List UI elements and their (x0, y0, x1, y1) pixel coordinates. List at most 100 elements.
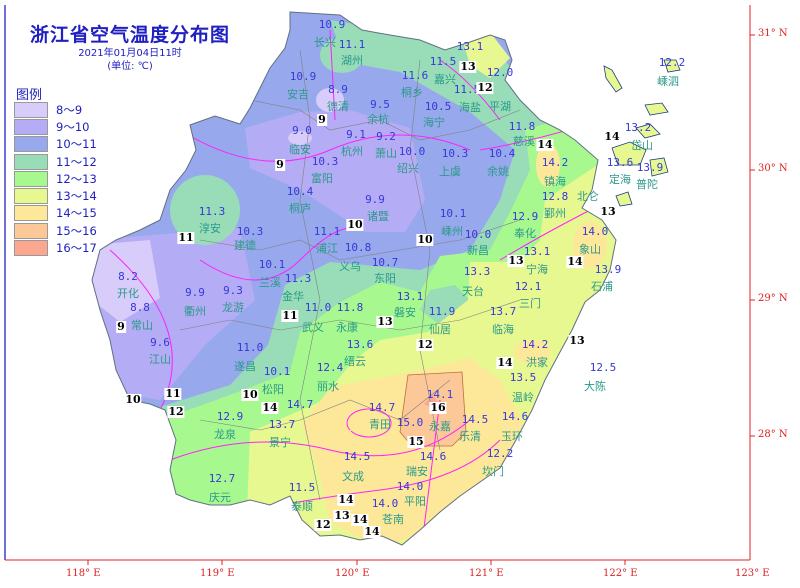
station-name: 嵊州 (441, 225, 463, 238)
band-8-9-deqing (316, 88, 344, 112)
station-value: 9.0 (292, 124, 312, 137)
legend-swatch (14, 136, 48, 153)
station-value: 13.6 (346, 338, 374, 351)
station-name: 余姚 (487, 165, 509, 178)
county-borders (179, 49, 521, 501)
station-value: 14.0 (581, 225, 609, 238)
station-name: 浦江 (316, 242, 338, 255)
station-value: 11.8 (508, 120, 536, 133)
station-name: 衢州 (184, 305, 206, 318)
station-name: 临海 (492, 323, 514, 336)
station-name: 义乌 (339, 260, 361, 273)
station-value: 12.9 (216, 410, 244, 423)
station-value: 11.1 (338, 38, 366, 51)
station-name: 天台 (462, 285, 484, 298)
station-name: 坎门 (482, 465, 504, 478)
legend-swatch (14, 118, 48, 135)
contour-label: 15 (407, 435, 425, 448)
legend-swatch (14, 222, 48, 239)
station-value: 13.1 (523, 245, 551, 258)
station-value: 11.5 (288, 481, 316, 494)
contour-label: 16 (429, 401, 447, 414)
contour-label: 13 (507, 254, 525, 267)
station-name: 定海 (609, 173, 631, 186)
contour-label: 13 (376, 315, 394, 328)
contour-label: 14 (261, 401, 279, 414)
station-name: 龙泉 (214, 428, 236, 441)
contour-label: 13 (599, 205, 617, 218)
station-name: 青田 (369, 418, 391, 431)
station-name: 上虞 (439, 165, 461, 178)
station-value: 11.0 (236, 341, 264, 354)
station-value: 14.6 (501, 410, 529, 423)
station-value: 12.2 (486, 447, 514, 460)
station-value: 13.3 (463, 265, 491, 278)
legend-label: 11～12 (56, 154, 97, 169)
station-value: 10.4 (286, 185, 314, 198)
station-value: 11.1 (313, 225, 341, 238)
station-name: 平湖 (489, 100, 511, 113)
station-value: 13.5 (509, 371, 537, 384)
station-value: 12.7 (208, 472, 236, 485)
station-name: 文成 (342, 470, 364, 483)
station-name: 遂昌 (234, 360, 256, 373)
station-value: 12.2 (658, 56, 686, 69)
band-14-15 (302, 358, 532, 545)
station-name: 萧山 (375, 147, 397, 160)
band-8-9-kaihua (92, 240, 160, 322)
contour-label: 12 (416, 338, 434, 351)
station-name: 镇海 (544, 175, 566, 188)
contour-label: 10 (241, 388, 259, 401)
station-name: 绍兴 (397, 162, 419, 175)
station-value: 13.9 (636, 161, 664, 174)
longitude-label: 122° E (603, 568, 638, 579)
contour-label: 14 (337, 493, 355, 506)
station-name: 嘉兴 (434, 73, 456, 86)
islands (603, 59, 681, 207)
station-value: 15.0 (396, 416, 424, 429)
station-value: 10.0 (398, 145, 426, 158)
contour-label: 10 (124, 393, 142, 406)
legend-item: 13～14 (14, 187, 97, 205)
station-name: 庆元 (209, 491, 231, 504)
station-value: 9.2 (376, 130, 396, 143)
latitude-label: 29° N (758, 293, 788, 304)
legend-label: 8～9 (56, 102, 83, 117)
station-value: 14.7 (286, 398, 314, 411)
station-value: 10.1 (258, 258, 286, 271)
station-name: 杭州 (341, 145, 363, 158)
station-name: 慈溪 (513, 135, 535, 148)
legend-label: 14～15 (56, 206, 97, 221)
station-value: 12.8 (541, 190, 569, 203)
map-title: 浙江省空气温度分布图 (30, 24, 231, 46)
station-name: 奉化 (514, 227, 536, 240)
station-name: 嵊泗 (657, 75, 679, 88)
station-value: 14.7 (368, 401, 396, 414)
station-name: 永嘉 (429, 420, 451, 433)
station-value: 10.9 (289, 70, 317, 83)
station-name: 石浦 (591, 280, 613, 293)
station-value: 13.7 (489, 305, 517, 318)
station-value: 11.5 (429, 55, 457, 68)
station-value: 10.8 (344, 241, 372, 254)
station-name: 岱山 (631, 139, 653, 152)
legend-item: 12～13 (14, 170, 97, 187)
station-name: 仙居 (429, 323, 451, 336)
station-name: 象山 (579, 243, 601, 256)
station-value: 14.0 (371, 497, 399, 510)
contour-label: 12 (476, 81, 494, 94)
station-value: 14.0 (396, 480, 424, 493)
station-value: 10.3 (311, 155, 339, 168)
axis-ticks (87, 34, 755, 565)
station-name: 江山 (149, 353, 171, 366)
station-value: 11.3 (284, 272, 312, 285)
latitude-label: 28° N (758, 429, 788, 440)
station-name: 长兴 (314, 36, 336, 49)
station-name: 龙游 (222, 301, 244, 314)
station-name: 平阳 (404, 495, 426, 508)
station-name: 安吉 (287, 88, 309, 101)
band-14-15-hongjia (514, 340, 550, 364)
station-value: 10.9 (318, 18, 346, 31)
contour-label: 11 (281, 309, 299, 322)
station-value: 11.9 (428, 305, 456, 318)
